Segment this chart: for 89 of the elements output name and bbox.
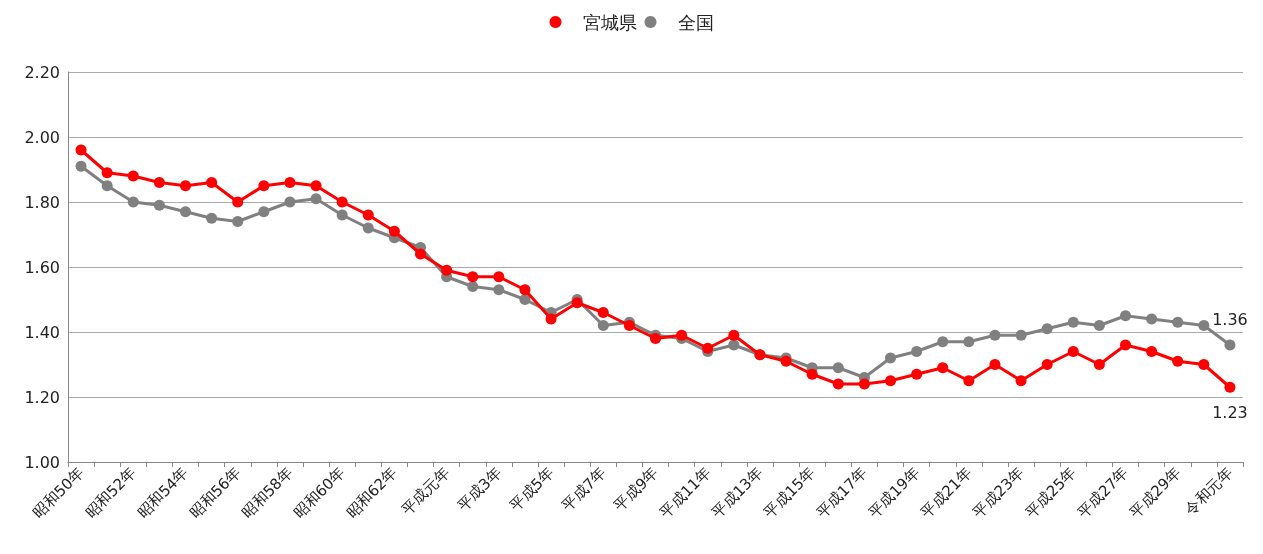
point xyxy=(336,196,348,208)
point xyxy=(989,329,1001,341)
point xyxy=(832,378,844,390)
point xyxy=(258,180,270,192)
point xyxy=(1198,359,1210,370)
point xyxy=(1120,310,1131,322)
point xyxy=(1146,346,1158,357)
point xyxy=(623,320,635,331)
point xyxy=(1093,359,1105,370)
point xyxy=(1015,375,1027,387)
point xyxy=(937,336,949,348)
point xyxy=(728,339,740,351)
point xyxy=(1120,339,1131,351)
y-tick-label: 1.80 xyxy=(24,192,60,212)
y-tick-label: 1.20 xyxy=(24,387,60,407)
point xyxy=(571,297,583,309)
point xyxy=(1015,329,1027,341)
point xyxy=(336,209,348,221)
point xyxy=(493,271,505,283)
point xyxy=(911,346,923,357)
y-tick-label: 1.00 xyxy=(24,452,60,472)
point xyxy=(467,271,479,283)
point xyxy=(493,284,505,296)
point xyxy=(1224,381,1236,393)
point xyxy=(127,196,139,208)
legend-label: 全国 xyxy=(677,11,714,33)
point xyxy=(75,144,87,156)
point xyxy=(676,329,688,341)
point xyxy=(232,196,244,208)
x-tick-label: 平成3年 xyxy=(453,463,506,515)
point xyxy=(206,177,218,188)
y-tick-label: 1.40 xyxy=(24,322,60,342)
x-tick-label: 平成5年 xyxy=(506,463,558,515)
point xyxy=(519,284,531,296)
point xyxy=(101,167,113,179)
point xyxy=(1041,323,1053,335)
point xyxy=(467,281,479,292)
point xyxy=(519,294,531,305)
y-tick-label: 2.00 xyxy=(24,127,60,147)
point xyxy=(388,225,400,237)
point xyxy=(650,333,661,344)
point xyxy=(728,329,740,341)
point xyxy=(127,170,139,182)
point xyxy=(284,196,296,208)
point xyxy=(832,362,844,374)
point xyxy=(310,180,322,192)
point xyxy=(362,209,374,221)
point xyxy=(206,212,218,224)
point xyxy=(1067,346,1079,357)
point xyxy=(153,177,165,188)
point xyxy=(232,216,244,227)
legend-label: 宮城県 xyxy=(582,11,637,33)
point xyxy=(545,313,557,325)
point xyxy=(310,193,322,205)
point xyxy=(1041,359,1053,370)
data-label: 1.23 xyxy=(1212,403,1248,423)
point xyxy=(153,199,165,211)
y-tick-label: 2.20 xyxy=(24,62,60,82)
point xyxy=(1067,316,1079,328)
point xyxy=(963,336,975,348)
point xyxy=(75,160,87,172)
point xyxy=(180,206,191,218)
point xyxy=(937,362,949,374)
point xyxy=(806,368,818,380)
point xyxy=(597,307,609,318)
point xyxy=(258,206,270,218)
point xyxy=(885,375,896,387)
point xyxy=(702,342,714,354)
point xyxy=(441,264,453,276)
point xyxy=(1172,355,1184,367)
point xyxy=(911,368,923,380)
point xyxy=(1172,316,1184,328)
point xyxy=(858,378,870,390)
point xyxy=(1146,313,1158,325)
data-label: 1.36 xyxy=(1212,310,1248,329)
point xyxy=(180,180,191,192)
point xyxy=(963,375,975,387)
point xyxy=(362,222,374,234)
point xyxy=(1224,339,1236,351)
point xyxy=(597,320,609,331)
point xyxy=(1198,320,1210,331)
point xyxy=(989,359,1001,370)
x-tick-label: 平成7年 xyxy=(558,463,610,515)
y-tick-label: 1.60 xyxy=(24,257,60,277)
point xyxy=(415,248,426,260)
point xyxy=(1093,320,1105,331)
point xyxy=(885,352,896,364)
point xyxy=(101,180,113,192)
point xyxy=(284,177,296,188)
